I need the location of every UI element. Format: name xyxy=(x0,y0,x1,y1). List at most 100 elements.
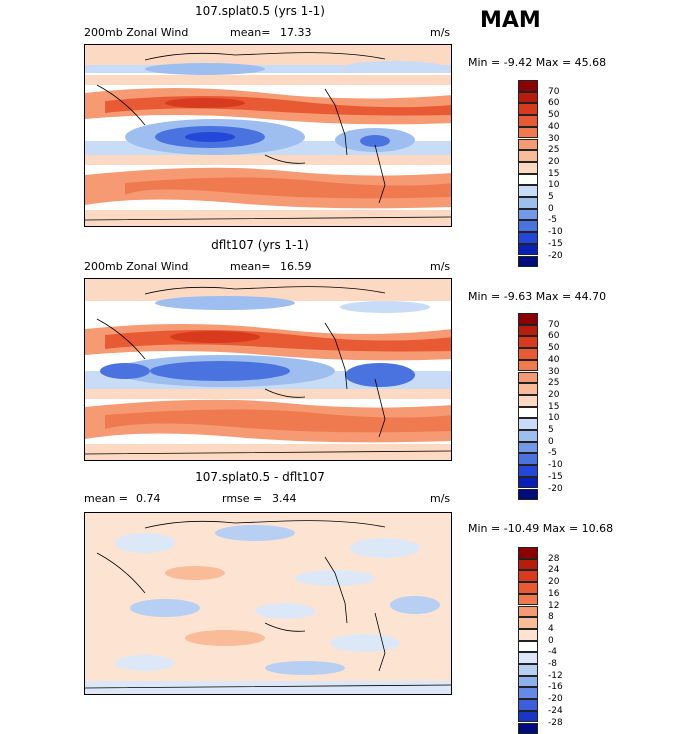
panel2-mean-value: 16.59 xyxy=(280,260,312,273)
colorbar-swatch xyxy=(518,80,538,92)
colorbar-swatch xyxy=(518,336,538,348)
colorbar-level-label: -8 xyxy=(548,659,557,669)
colorbar-level-label: -16 xyxy=(548,682,563,692)
colorbar-level-label: -24 xyxy=(548,706,563,716)
panel1-units: m/s xyxy=(430,26,450,39)
colorbar-swatch xyxy=(518,687,538,699)
panel3-units: m/s xyxy=(430,492,450,505)
colorbar-swatch xyxy=(518,313,538,325)
colorbar-level-label: 5 xyxy=(548,425,554,435)
panel2-mean-label: mean= xyxy=(230,260,270,273)
colorbar-swatch xyxy=(518,711,538,723)
panel3-rmse-label: rmse = xyxy=(222,492,262,505)
colorbar-swatch xyxy=(518,465,538,477)
colorbar-swatch xyxy=(518,430,538,442)
colorbar-swatch xyxy=(518,162,538,174)
colorbar-swatch xyxy=(518,115,538,127)
colorbar-swatch xyxy=(518,139,538,151)
colorbar-level-label: 24 xyxy=(548,565,559,575)
panel3-rmse-value: 3.44 xyxy=(272,492,297,505)
colorbar-level-label: -10 xyxy=(548,227,563,237)
colorbar-swatch xyxy=(518,174,538,186)
colorbar-level-label: 15 xyxy=(548,402,559,412)
panel1-max-label: Max = xyxy=(536,56,571,69)
colorbar-level-label: -28 xyxy=(548,718,563,728)
colorbar-level-label: 40 xyxy=(548,122,559,132)
colorbar-level-label: 50 xyxy=(548,343,559,353)
panel3-min-value: -10.49 xyxy=(504,522,539,535)
colorbar-swatch xyxy=(518,652,538,664)
colorbar-level-label: 20 xyxy=(548,157,559,167)
colorbar-swatch xyxy=(518,103,538,115)
colorbar-swatch xyxy=(518,664,538,676)
colorbar-level-label: -5 xyxy=(548,448,557,458)
colorbar-level-label: 12 xyxy=(548,601,559,611)
panel2-units: m/s xyxy=(430,260,450,273)
colorbar-level-label: 60 xyxy=(548,331,559,341)
colorbar-level-label: 40 xyxy=(548,355,559,365)
colorbar-level-label: 20 xyxy=(548,390,559,400)
season-label: MAM xyxy=(480,8,541,33)
colorbar-swatch xyxy=(518,699,538,711)
colorbar-level-label: 5 xyxy=(548,192,554,202)
colorbar-swatch xyxy=(518,348,538,360)
colorbar-swatch xyxy=(518,617,538,629)
colorbar-swatch xyxy=(518,547,538,559)
colorbar-level-label: -5 xyxy=(548,215,557,225)
panel1-mean-label: mean= xyxy=(230,26,270,39)
colorbar-swatch xyxy=(518,220,538,232)
panel2-field-label: 200mb Zonal Wind xyxy=(84,260,188,273)
panel3-title: 107.splat0.5 - dflt107 xyxy=(70,470,450,484)
colorbar-swatch xyxy=(518,489,538,501)
panel1-max-value: 45.68 xyxy=(575,56,607,69)
panel1-min-label: Min = xyxy=(468,56,500,69)
colorbar-swatch xyxy=(518,395,538,407)
colorbar-swatch xyxy=(518,244,538,256)
colorbar-level-label: 70 xyxy=(548,87,559,97)
colorbar-level-label: -20 xyxy=(548,484,563,494)
colorbar-swatch xyxy=(518,477,538,489)
colorbar-swatch xyxy=(518,676,538,688)
colorbar-swatch xyxy=(518,209,538,221)
panel1-min-value: -9.42 xyxy=(504,56,532,69)
colorbar-swatch xyxy=(518,453,538,465)
colorbar-swatch xyxy=(518,383,538,395)
colorbar-swatch xyxy=(518,325,538,337)
colorbar-swatch xyxy=(518,594,538,606)
colorbar-level-label: 0 xyxy=(548,437,554,447)
colorbar-level-label: -12 xyxy=(548,671,563,681)
colorbar-level-label: 30 xyxy=(548,367,559,377)
colorbar-swatch xyxy=(518,559,538,571)
colorbar-swatch xyxy=(518,150,538,162)
panel3-mean-value: 0.74 xyxy=(136,492,161,505)
panel1-mean-value: 17.33 xyxy=(280,26,312,39)
colorbar-level-label: 20 xyxy=(548,577,559,587)
colorbar-level-label: -15 xyxy=(548,472,563,482)
colorbar-swatch xyxy=(518,570,538,582)
colorbar-level-label: 10 xyxy=(548,413,559,423)
colorbar-level-label: -4 xyxy=(548,647,557,657)
colorbar-level-label: 10 xyxy=(548,180,559,190)
colorbar-level-label: 50 xyxy=(548,110,559,120)
colorbar-level-label: 4 xyxy=(548,624,554,634)
colorbar-swatch xyxy=(518,185,538,197)
colorbar-swatch xyxy=(518,372,538,384)
colorbar-level-label: 25 xyxy=(548,378,559,388)
colorbar-level-label: -10 xyxy=(548,460,563,470)
panel2-min-value: -9.63 xyxy=(504,290,532,303)
colorbar-swatch xyxy=(518,127,538,139)
colorbar-level-label: 8 xyxy=(548,612,554,622)
panel1-field-label: 200mb Zonal Wind xyxy=(84,26,188,39)
colorbar-swatch xyxy=(518,641,538,653)
colorbar-swatch xyxy=(518,723,538,734)
panel3-max-value: 10.68 xyxy=(582,522,614,535)
colorbar-swatch xyxy=(518,92,538,104)
colorbar-swatch xyxy=(518,407,538,419)
panel3-map xyxy=(84,512,452,695)
colorbar-swatch xyxy=(518,197,538,209)
colorbar-level-label: -15 xyxy=(548,239,563,249)
colorbar-level-label: 15 xyxy=(548,169,559,179)
colorbar-level-label: 60 xyxy=(548,98,559,108)
colorbar-swatch xyxy=(518,629,538,641)
colorbar-level-label: 0 xyxy=(548,204,554,214)
